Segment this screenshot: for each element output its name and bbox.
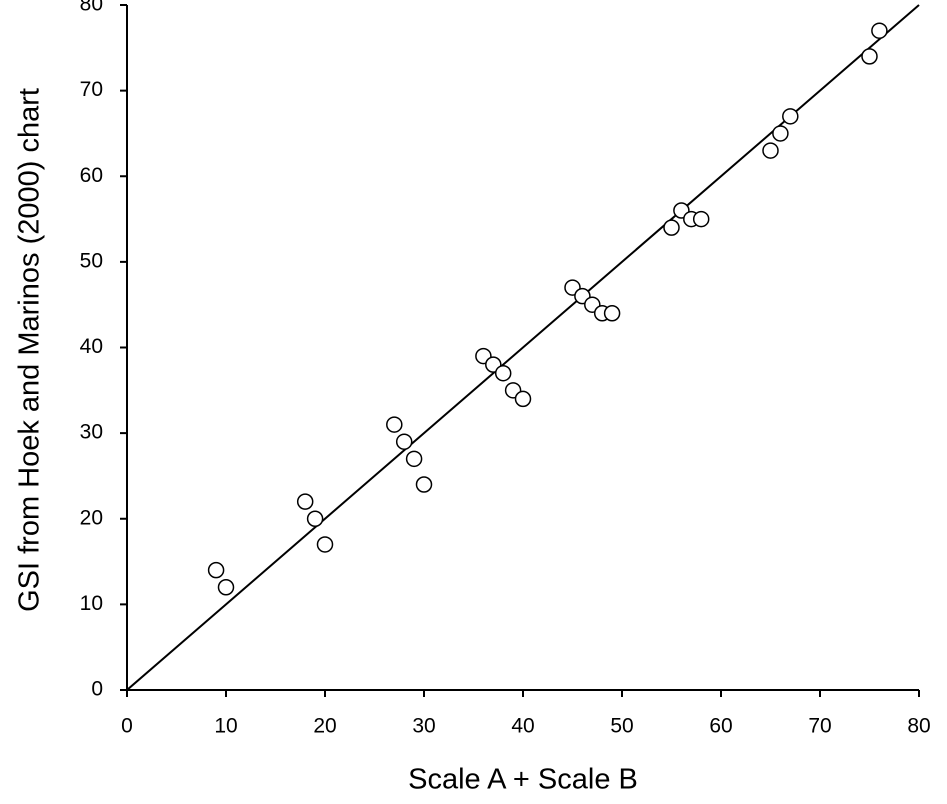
data-point (296, 493, 314, 510)
x-tick-label: 20 (313, 715, 336, 738)
data-point (514, 390, 532, 408)
data-point (603, 305, 621, 322)
data-point (207, 561, 225, 579)
x-tick-label: 60 (709, 715, 732, 738)
x-tick-label: 70 (808, 715, 831, 738)
y-tick-label: 40 (80, 335, 103, 358)
x-tick-label: 40 (511, 715, 534, 738)
data-point (316, 536, 334, 553)
fit-line (126, 4, 920, 691)
y-tick-label: 30 (80, 421, 103, 444)
x-tick-label: 0 (121, 715, 133, 738)
x-tick-label: 80 (907, 715, 930, 738)
data-point (782, 108, 799, 125)
y-tick-label: 50 (80, 249, 103, 272)
data-point (405, 450, 423, 468)
x-axis-title: Scale A + Scale B (408, 764, 638, 796)
data-point (395, 433, 413, 450)
data-point (306, 510, 324, 527)
x-tick-label: 30 (412, 715, 435, 738)
y-axis-title: GSI from Hoek and Marinos (2000) chart (14, 88, 46, 612)
y-tick-label: 20 (80, 506, 103, 529)
x-tick-label: 50 (610, 715, 633, 738)
data-point (861, 48, 878, 65)
x-tick-label: 10 (214, 715, 237, 738)
data-point (494, 364, 512, 382)
data-point (415, 476, 433, 493)
data-point (217, 579, 235, 596)
data-point (692, 210, 710, 228)
data-point (772, 125, 789, 142)
data-point (871, 22, 888, 39)
data-point (762, 142, 779, 159)
y-tick-label: 60 (80, 164, 103, 187)
data-point (663, 219, 680, 236)
data-point (386, 416, 403, 433)
y-tick-label: 0 (91, 678, 103, 701)
y-tick-label: 70 (80, 78, 103, 101)
y-tick-label: 80 (80, 0, 103, 16)
y-tick-label: 10 (80, 592, 103, 615)
